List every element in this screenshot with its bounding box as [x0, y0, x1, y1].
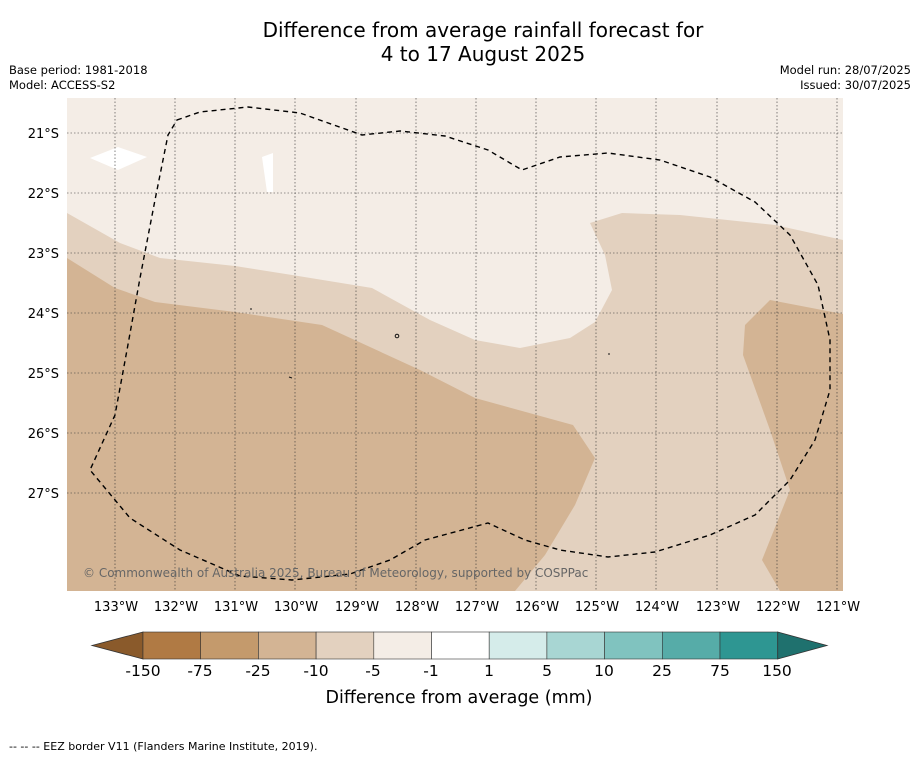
- colorbar-segment: [258, 631, 317, 660]
- latitude-labels: 21°S 22°S 23°S 24°S 25°S 26°S 27°S: [28, 127, 59, 502]
- colorbar-tick-label: 25: [652, 662, 672, 680]
- colorbar-segment: [200, 631, 259, 660]
- graticule: [67, 98, 843, 591]
- lon-label: 122°W: [756, 600, 800, 615]
- title-line-2: 4 to 17 August 2025: [380, 42, 586, 66]
- colorbar-segment: [661, 631, 721, 660]
- eez-legend-note: -- -- -- EEZ border V11 (Flanders Marine…: [9, 740, 318, 753]
- lat-label: 21°S: [28, 127, 59, 142]
- colorbar-segment: [431, 631, 490, 660]
- colorbar-tick-label: -10: [303, 662, 328, 680]
- lon-label: 125°W: [575, 600, 619, 615]
- lat-label: 22°S: [28, 187, 59, 202]
- colorbar-segment: [488, 631, 548, 660]
- map-plot-area: © Commonwealth of Australia 2025, Bureau…: [67, 98, 843, 591]
- lon-label: 130°W: [274, 600, 318, 615]
- colorbar-tick-labels: -150 -75 -25 -10 -5 -1 1 5 10 25 75 150: [125, 662, 791, 680]
- copyright-text: © Commonwealth of Australia 2025, Bureau…: [83, 566, 588, 580]
- colorbar-tick-label: -150: [125, 662, 160, 680]
- lat-label: 25°S: [28, 367, 59, 382]
- colorbar-tick-label: -1: [423, 662, 438, 680]
- longitude-labels: 133°W 132°W 131°W 130°W 129°W 128°W 127°…: [94, 600, 860, 615]
- meta-right: Model run: 28/07/2025 Issued: 30/07/2025: [780, 63, 911, 93]
- lon-label: 133°W: [94, 600, 138, 615]
- colorbar-arrow-low: [90, 631, 144, 660]
- rainfall-zone-neutral-1: [90, 147, 147, 170]
- map-title: Difference from average rainfall forecas…: [0, 18, 919, 66]
- lon-label: 124°W: [635, 600, 679, 615]
- meta-left: Base period: 1981-2018 Model: ACCESS-S2: [9, 63, 148, 93]
- title-line-1: Difference from average rainfall forecas…: [262, 18, 704, 42]
- lon-label: 121°W: [816, 600, 860, 615]
- lon-label: 132°W: [154, 600, 198, 615]
- rainfall-zone-neutral-2: [262, 153, 273, 192]
- lon-label: 123°W: [696, 600, 740, 615]
- issued-date: Issued: 30/07/2025: [800, 78, 911, 92]
- lon-label: 126°W: [515, 600, 559, 615]
- colorbar-tick-label: 1: [484, 662, 494, 680]
- colorbar-tick-label: 10: [594, 662, 614, 680]
- lat-label: 26°S: [28, 427, 59, 442]
- island-marks: [250, 308, 610, 379]
- colorbar-segment: [142, 631, 202, 660]
- colorbar-tick-label: -5: [365, 662, 380, 680]
- rainfall-zone-5-to-1: [67, 98, 843, 348]
- eez-border: [89, 106, 831, 581]
- lon-label: 128°W: [395, 600, 439, 615]
- model-run: Model run: 28/07/2025: [779, 63, 911, 77]
- lon-label: 131°W: [214, 600, 258, 615]
- colorbar-tick-label: 150: [762, 662, 792, 680]
- lat-label: 27°S: [28, 487, 59, 502]
- lat-label: 24°S: [28, 307, 59, 322]
- colorbar-tick-label: -25: [245, 662, 270, 680]
- base-period: Base period: 1981-2018: [9, 63, 148, 77]
- model-name: Model: ACCESS-S2: [9, 78, 116, 92]
- colorbar-segment: [373, 631, 432, 660]
- colorbar-tick-label: -75: [187, 662, 212, 680]
- colorbar-arrow-high: [777, 631, 829, 660]
- lon-label: 129°W: [335, 600, 379, 615]
- colorbar-tick-label: 5: [542, 662, 552, 680]
- lat-label: 23°S: [28, 247, 59, 262]
- colorbar-segment: [719, 631, 779, 660]
- colorbar-segment: [546, 631, 605, 660]
- lon-label: 127°W: [455, 600, 499, 615]
- colorbar-tick-label: 75: [710, 662, 730, 680]
- colorbar-title: Difference from average (mm): [325, 688, 592, 708]
- colorbar-segment: [315, 631, 375, 660]
- colorbar-segment: [604, 631, 663, 660]
- colorbar: [90, 631, 829, 660]
